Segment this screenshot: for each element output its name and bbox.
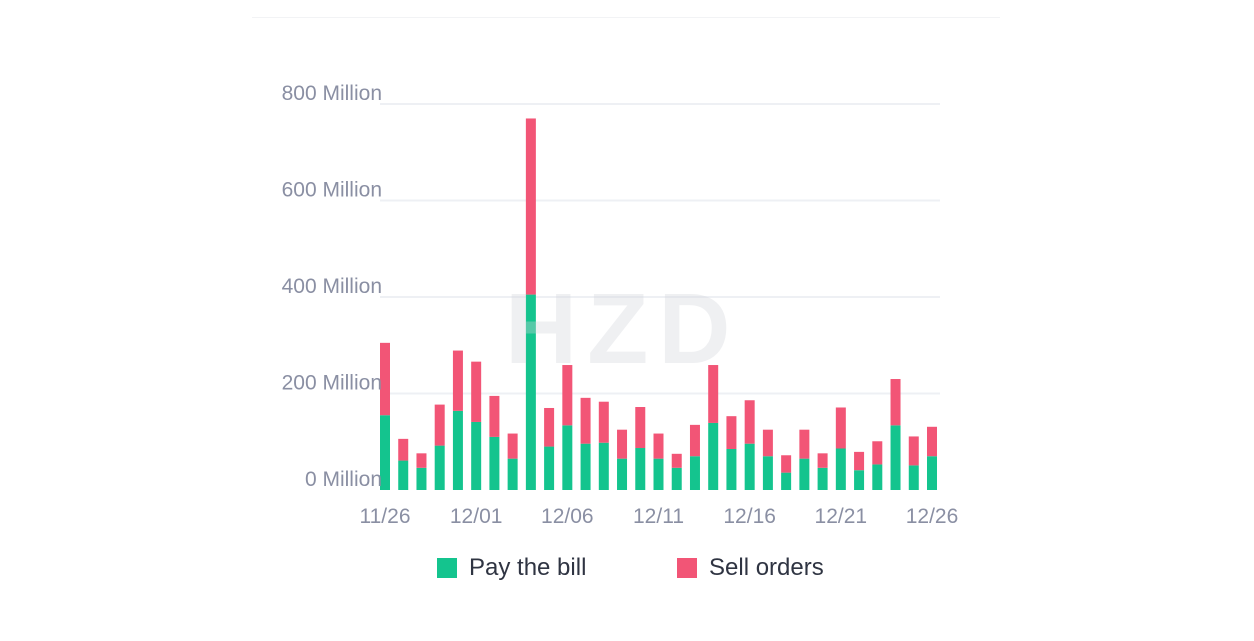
bar-sell-orders-12-07[interactable] <box>580 397 591 444</box>
bar-sell-orders-12-17[interactable] <box>762 429 773 457</box>
bar-pay-the-bill-12-09[interactable] <box>617 458 628 490</box>
bar-sell-orders-12-21[interactable] <box>835 407 846 449</box>
bar-sell-orders-11-28[interactable] <box>416 453 427 468</box>
bar-sell-orders-12-04[interactable] <box>525 118 536 295</box>
bar-pay-the-bill-12-19[interactable] <box>799 458 810 490</box>
x-tick-label: 11/26 <box>360 505 411 528</box>
bar-sell-orders-12-24[interactable] <box>890 379 901 426</box>
bar-pay-the-bill-12-10[interactable] <box>635 448 646 490</box>
bar-sell-orders-11-29[interactable] <box>434 404 445 446</box>
bar-sell-orders-12-14[interactable] <box>708 365 719 423</box>
bar-pay-the-bill-12-24[interactable] <box>890 425 901 490</box>
bar-pay-the-bill-12-21[interactable] <box>835 448 846 491</box>
bar-sell-orders-12-03[interactable] <box>507 433 518 459</box>
legend-swatch-sell-orders <box>677 558 697 578</box>
y-tick-label: 0 Million <box>305 468 382 491</box>
x-tick-label: 12/21 <box>815 505 868 528</box>
bar-pay-the-bill-12-20[interactable] <box>817 467 828 490</box>
bar-sell-orders-11-27[interactable] <box>398 438 409 461</box>
bar-sell-orders-12-16[interactable] <box>744 400 755 444</box>
y-tick-label: 400 Million <box>282 275 382 298</box>
bar-sell-orders-12-18[interactable] <box>781 455 792 473</box>
y-axis-ticks: 0 Million 200 Million 400 Million 600 Milli… <box>282 82 382 491</box>
bar-sell-orders-12-23[interactable] <box>872 441 883 465</box>
bar-sell-orders-12-25[interactable] <box>908 436 919 466</box>
bar-pay-the-bill-12-01[interactable] <box>471 421 482 490</box>
bar-sell-orders-12-22[interactable] <box>854 451 865 471</box>
top-divider <box>252 17 1000 18</box>
bar-pay-the-bill-12-18[interactable] <box>781 472 792 490</box>
bar-pay-the-bill-12-11[interactable] <box>653 458 664 490</box>
bar-pay-the-bill-12-23[interactable] <box>872 464 883 490</box>
bar-sell-orders-12-26[interactable] <box>927 426 937 457</box>
x-tick-label: 12/06 <box>541 505 594 528</box>
bar-sell-orders-12-11[interactable] <box>653 433 664 459</box>
bar-pay-the-bill-12-16[interactable] <box>744 443 755 490</box>
bar-pay-the-bill-12-12[interactable] <box>671 467 682 490</box>
x-axis-ticks: 11/26 12/01 12/06 12/11 12/16 12/21 12/26 <box>360 505 959 528</box>
bar-sell-orders-12-13[interactable] <box>689 424 700 457</box>
bar-sell-orders-11-26[interactable] <box>380 342 390 416</box>
bar-pay-the-bill-12-05[interactable] <box>544 446 555 490</box>
bar-pay-the-bill-11-30[interactable] <box>452 410 463 490</box>
x-tick-label: 12/01 <box>450 505 503 528</box>
bar-sell-orders-12-15[interactable] <box>726 416 737 449</box>
bar-pay-the-bill-11-26[interactable] <box>380 415 390 490</box>
chart-legend: Pay the bill Sell orders <box>0 552 1254 584</box>
bar-sell-orders-12-19[interactable] <box>799 429 810 459</box>
bar-sell-orders-12-06[interactable] <box>562 365 573 426</box>
bar-pay-the-bill-11-27[interactable] <box>398 460 409 490</box>
bar-pay-the-bill-12-02[interactable] <box>489 436 500 490</box>
y-tick-label: 600 Million <box>282 179 382 202</box>
bar-pay-the-bill-12-13[interactable] <box>689 456 700 490</box>
x-tick-label: 12/16 <box>723 505 776 528</box>
legend-item-sell-orders[interactable]: Sell orders <box>677 552 824 584</box>
bar-pay-the-bill-12-06[interactable] <box>562 425 573 490</box>
bar-sell-orders-12-10[interactable] <box>635 407 646 449</box>
bar-pay-the-bill-12-25[interactable] <box>908 465 919 490</box>
bar-sell-orders-12-08[interactable] <box>598 401 609 443</box>
legend-label-sell-orders: Sell orders <box>709 554 824 581</box>
y-tick-label: 800 Million <box>282 82 382 105</box>
bar-pay-the-bill-12-17[interactable] <box>762 456 773 490</box>
bar-pay-the-bill-12-26[interactable] <box>927 456 937 490</box>
bar-sell-orders-12-01[interactable] <box>471 361 482 422</box>
bar-pay-the-bill-12-07[interactable] <box>580 443 591 490</box>
bar-pay-the-bill-11-29[interactable] <box>434 445 445 490</box>
bar-sell-orders-12-09[interactable] <box>617 429 628 459</box>
y-tick-label: 200 Million <box>282 372 382 395</box>
bar-sell-orders-12-02[interactable] <box>489 395 500 437</box>
legend-label-pay-the-bill: Pay the bill <box>469 554 587 581</box>
bar-sell-orders-12-05[interactable] <box>544 407 555 447</box>
bar-pay-the-bill-12-08[interactable] <box>598 442 609 490</box>
bar-sell-orders-11-30[interactable] <box>452 350 463 411</box>
bar-pay-the-bill-12-22[interactable] <box>854 470 865 490</box>
bar-pay-the-bill-11-28[interactable] <box>416 467 427 490</box>
bar-pay-the-bill-12-15[interactable] <box>726 448 737 490</box>
bar-pay-the-bill-12-04[interactable] <box>525 294 536 490</box>
legend-item-pay-the-bill[interactable]: Pay the bill <box>437 552 586 584</box>
bar-sell-orders-12-20[interactable] <box>817 453 828 468</box>
bar-pay-the-bill-12-03[interactable] <box>507 458 518 490</box>
x-tick-label: 12/11 <box>633 505 684 528</box>
bar-sell-orders-12-12[interactable] <box>671 453 682 468</box>
x-tick-label: 12/26 <box>906 505 959 528</box>
legend-swatch-pay-the-bill <box>437 558 457 578</box>
bars <box>380 118 937 490</box>
gridlines <box>380 103 940 395</box>
bar-pay-the-bill-12-14[interactable] <box>708 422 719 490</box>
